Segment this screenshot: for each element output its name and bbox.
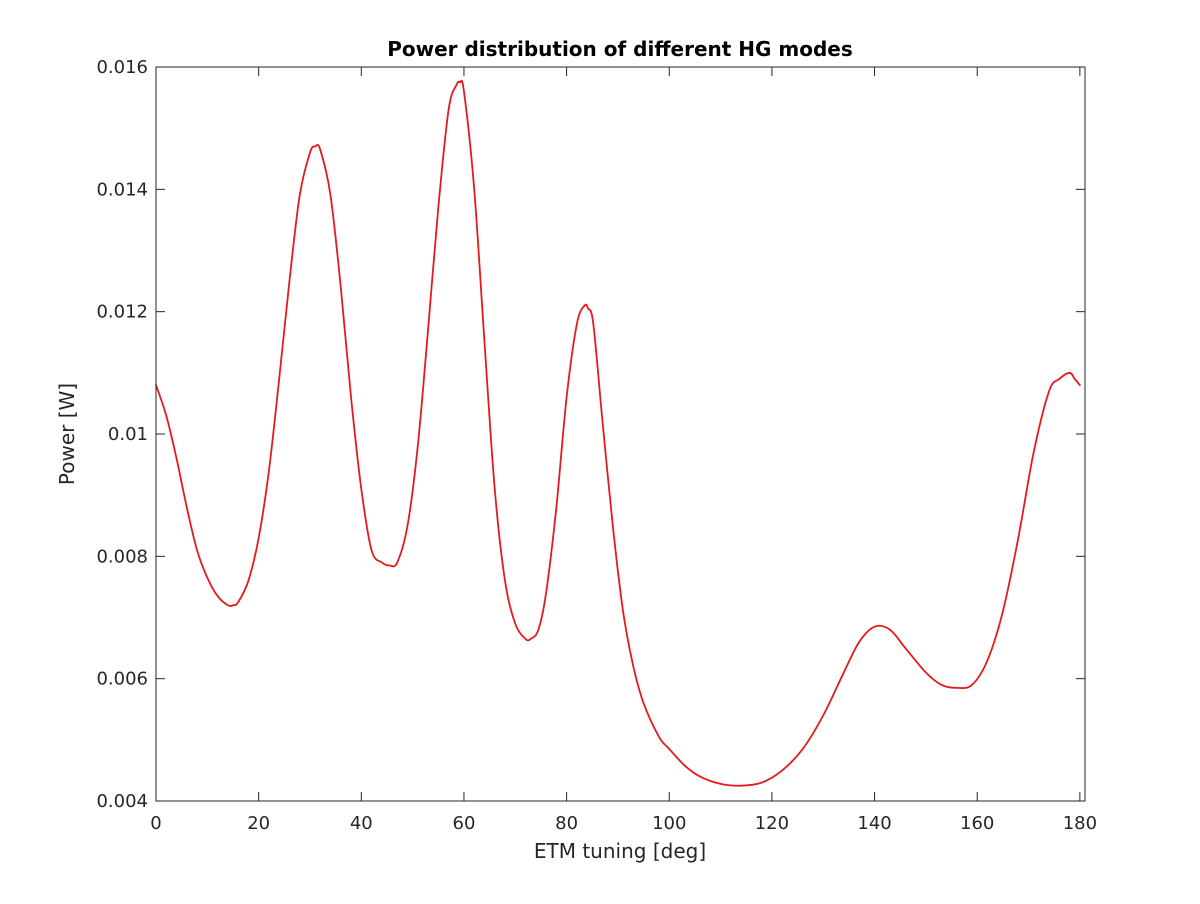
y-tick-label: 0.01	[108, 424, 148, 445]
x-tick-label: 140	[857, 813, 891, 834]
x-tick-label: 100	[652, 813, 686, 834]
chart-title: Power distribution of different HG modes	[387, 37, 853, 61]
y-axis-ticks: 0.004 0.006 0.008 0.01 0.012 0.014 0.016	[96, 57, 1085, 812]
x-axis-ticks: 0 20 40 60 80 100 120 140 160 180	[150, 67, 1097, 834]
y-tick-label: 0.012	[96, 302, 148, 323]
x-tick-label: 180	[1063, 813, 1097, 834]
axes-box	[155, 66, 1086, 802]
y-tick-label: 0.016	[96, 57, 148, 78]
y-axis-label: Power [W]	[55, 383, 79, 485]
y-tick-label: 0.004	[96, 791, 148, 812]
y-tick-label: 0.008	[96, 546, 148, 567]
x-tick-label: 20	[247, 813, 270, 834]
series-layer	[155, 79, 1081, 787]
x-tick-label: 160	[960, 813, 994, 834]
x-tick-label: 40	[350, 813, 373, 834]
x-tick-label: 80	[555, 813, 578, 834]
x-axis-label: ETM tuning [deg]	[534, 839, 706, 863]
y-tick-label: 0.006	[96, 669, 148, 690]
x-tick-label: 60	[453, 813, 476, 834]
x-tick-label: 0	[150, 813, 161, 834]
x-tick-label: 120	[755, 813, 789, 834]
plot-area	[156, 67, 1085, 801]
series-line-0	[155, 79, 1081, 787]
y-tick-label: 0.014	[96, 179, 148, 200]
